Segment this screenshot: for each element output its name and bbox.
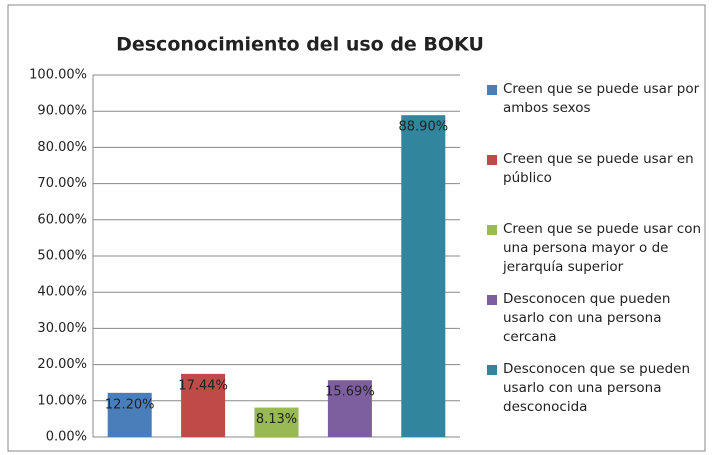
y-tick-label: 0.00% [46,430,87,445]
y-tick-label: 20.00% [37,357,87,372]
bar [327,380,372,437]
y-tick-label: 30.00% [37,321,87,336]
data-label: 8.13% [256,412,297,427]
legend-label: Desconocen que pueden usarlo con una per… [503,291,671,345]
legend-label: Creen que se puede usar en público [503,151,694,186]
legend-swatch [487,85,497,95]
y-tick-label: 40.00% [37,285,87,300]
y-tick-label: 70.00% [37,176,87,191]
legend-swatch [487,365,497,375]
data-label: 88.90% [399,120,449,135]
legend-label: Desconocen que se pueden usarlo con una … [503,361,691,415]
legend-swatch [487,225,497,235]
y-tick-label: 100.00% [29,68,87,83]
y-tick-label: 60.00% [37,212,87,227]
bar [254,407,299,437]
legend-swatch [487,295,497,305]
legend-label: Creen que se puede usar con una persona … [503,221,702,275]
chart-border [7,4,706,452]
y-tick-label: 50.00% [37,249,87,264]
bar [107,392,152,437]
data-label: 12.20% [105,397,155,412]
y-tick-label: 80.00% [37,140,87,155]
data-label: 17.44% [178,378,228,393]
legend-swatch [487,155,497,165]
legend-label: Creen que se puede usar por ambos sexos [503,81,700,116]
bar [181,373,226,437]
bar [401,115,446,437]
y-tick-label: 90.00% [37,104,87,119]
y-tick-label: 10.00% [37,393,87,408]
chart-title: Desconocimiento del uso de BOKU [116,34,484,56]
data-label: 15.69% [325,385,375,400]
